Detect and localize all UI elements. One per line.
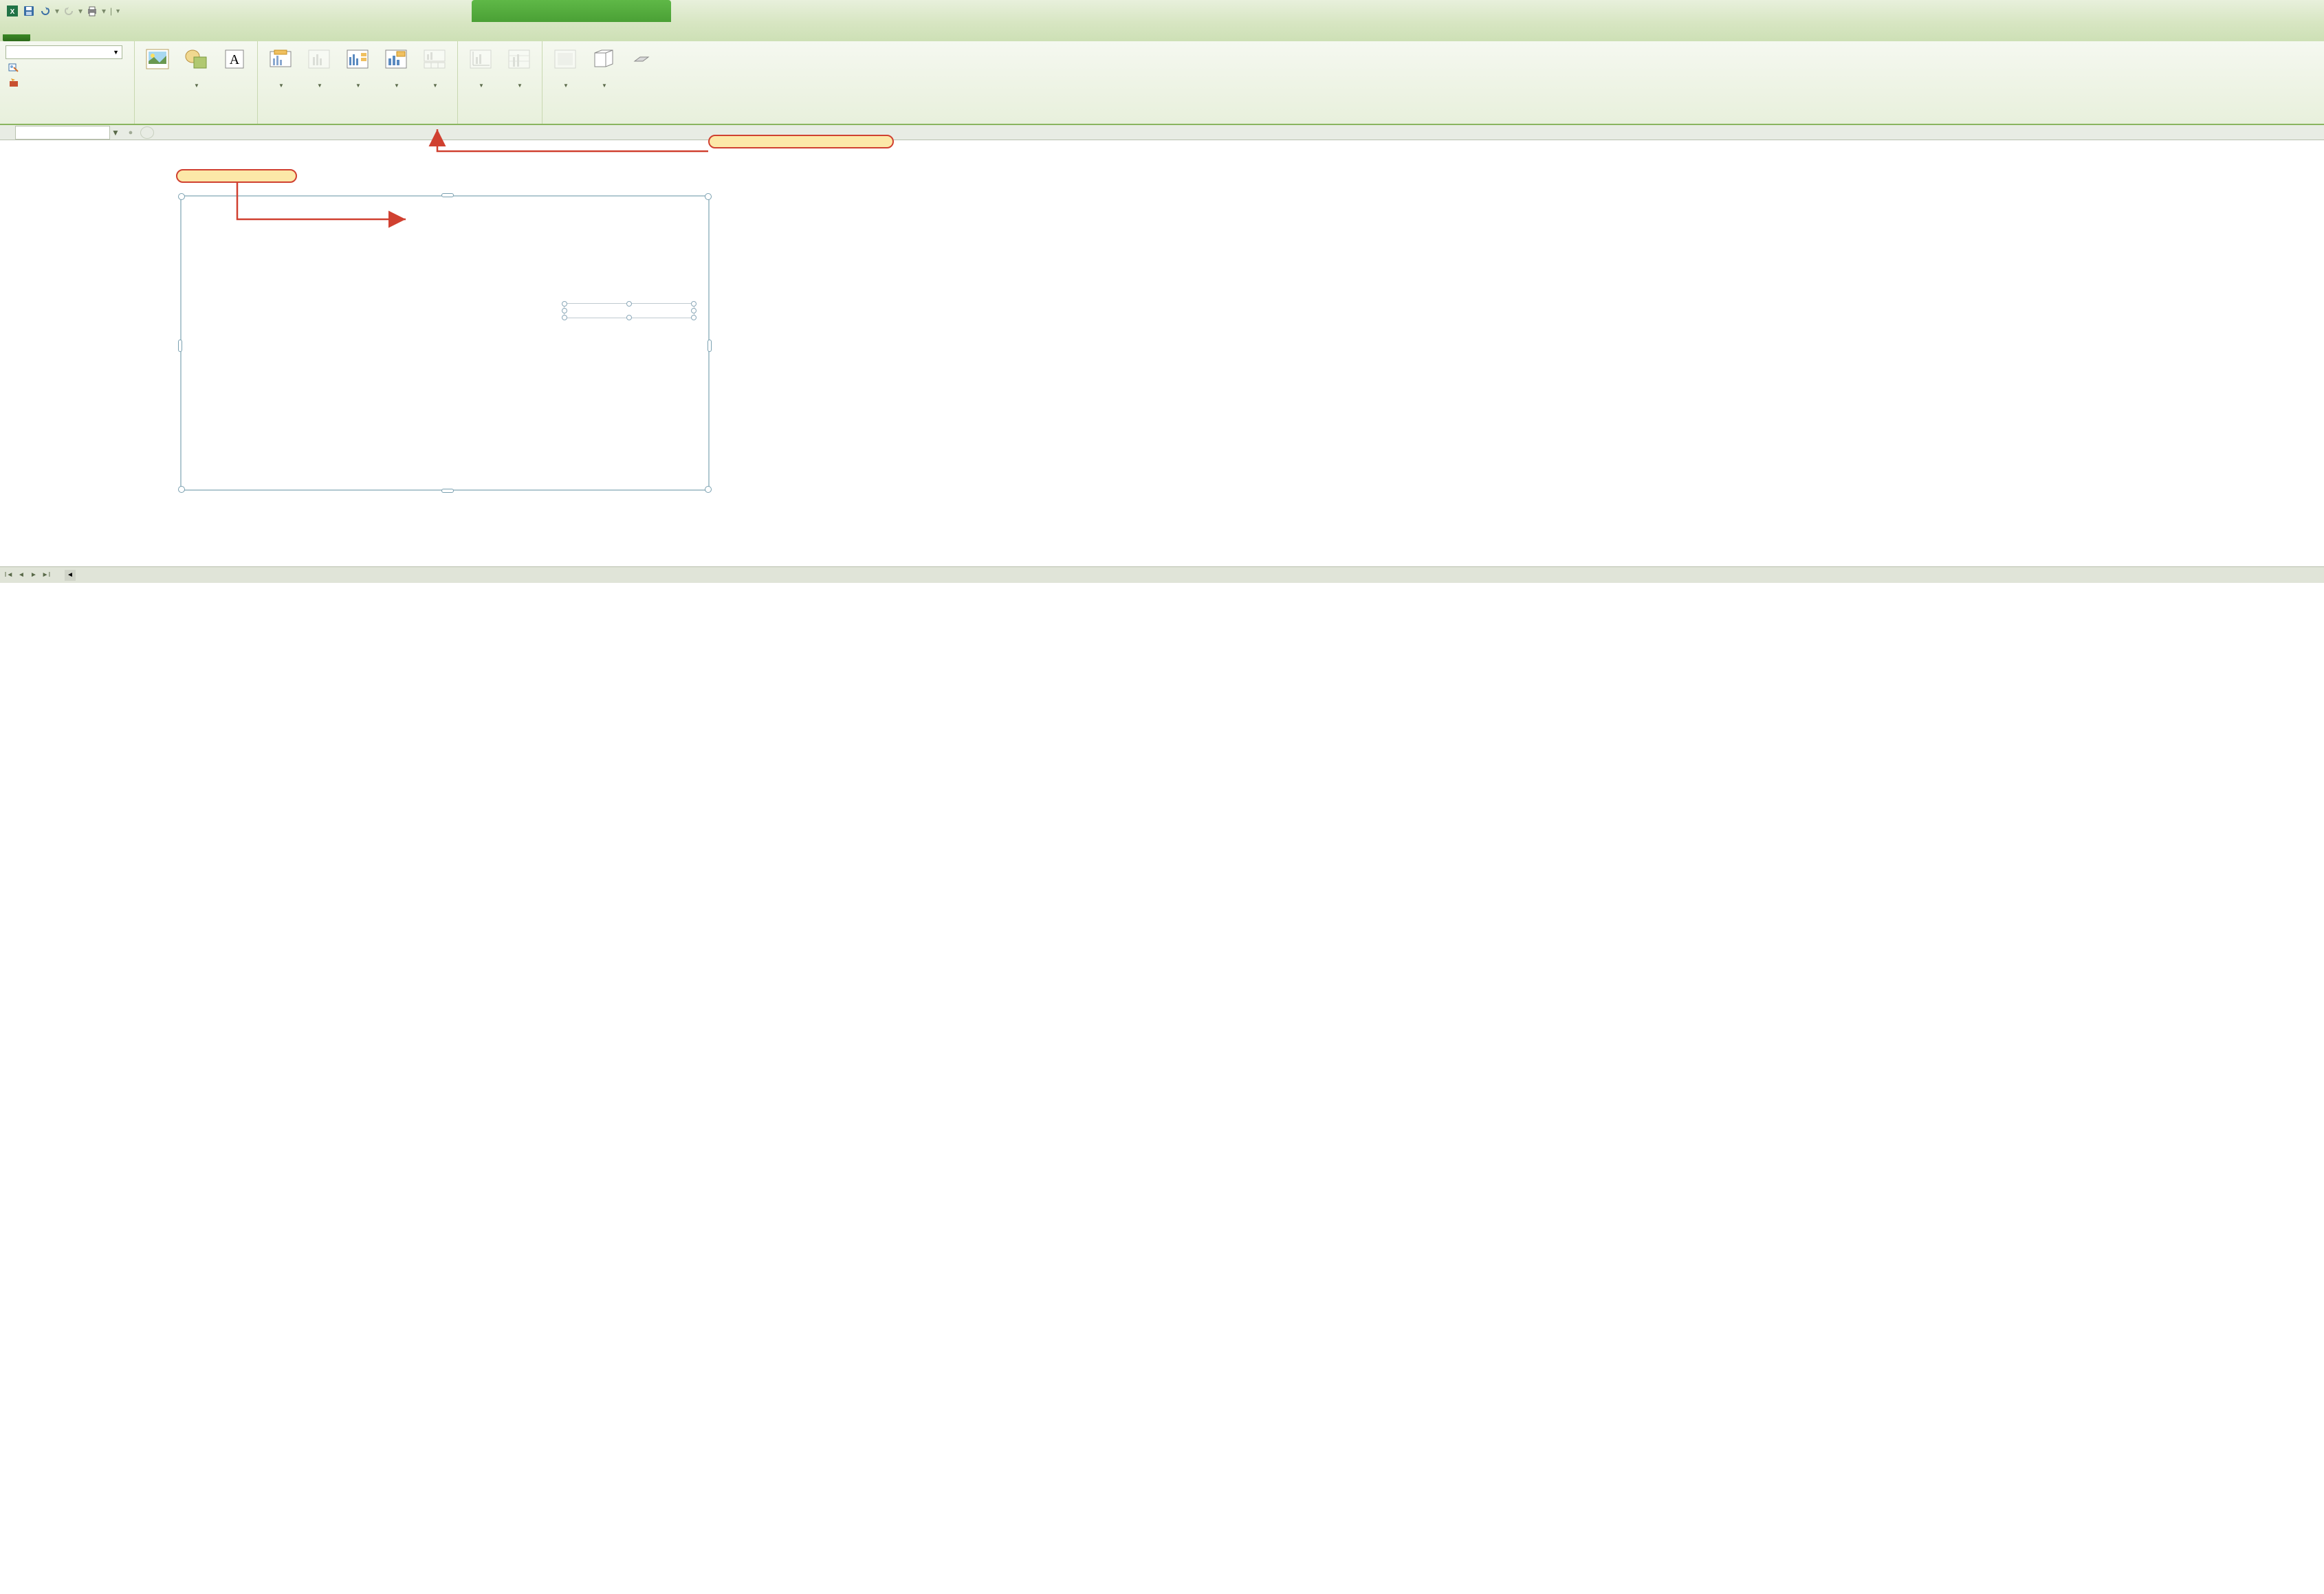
dropdown-arrow-icon: ▼ bbox=[317, 82, 322, 89]
picture-button[interactable] bbox=[140, 44, 175, 76]
resize-handle[interactable] bbox=[562, 315, 567, 320]
dropdown-arrow-icon: ▼ bbox=[113, 49, 119, 56]
qat-separator: ▾ bbox=[55, 6, 59, 16]
dropdown-arrow-icon: ▼ bbox=[563, 82, 569, 89]
resize-handle[interactable] bbox=[178, 486, 185, 493]
resize-handle[interactable] bbox=[705, 193, 712, 200]
save-icon[interactable] bbox=[22, 4, 36, 18]
axis-titles-button[interactable]: ▼ bbox=[302, 44, 336, 92]
format-selection-button[interactable] bbox=[6, 60, 129, 74]
dropdown-arrow-icon: ▼ bbox=[278, 82, 284, 89]
resize-handle[interactable] bbox=[441, 193, 454, 197]
file-tab[interactable] bbox=[3, 34, 30, 41]
ribbon-group-current-selection: ▼ bbox=[0, 41, 135, 124]
text-box-button[interactable]: A bbox=[217, 44, 252, 84]
plot-area-button[interactable]: ▼ bbox=[548, 44, 582, 92]
svg-text:X: X bbox=[10, 8, 15, 16]
group-label bbox=[463, 121, 536, 122]
worksheet-grid[interactable] bbox=[0, 140, 2324, 566]
group-label bbox=[263, 121, 452, 122]
sheet-nav: I◄ ◄ ► ►I bbox=[0, 569, 55, 582]
print-icon[interactable] bbox=[85, 4, 99, 18]
dropdown-arrow-icon: ▼ bbox=[432, 82, 438, 89]
qat-divider: | bbox=[110, 6, 112, 16]
group-label bbox=[6, 121, 129, 122]
axes-button[interactable]: ▼ bbox=[463, 44, 498, 92]
fx-button[interactable] bbox=[140, 126, 154, 139]
ribbon-tabs bbox=[0, 22, 2324, 41]
callout-add-labels bbox=[708, 135, 894, 148]
resize-handle[interactable] bbox=[562, 308, 567, 313]
legend-button[interactable]: ▼ bbox=[340, 44, 375, 92]
chart-tools-contextual-tab bbox=[472, 0, 671, 22]
excel-icon[interactable]: X bbox=[6, 4, 19, 18]
sheet-tabs-bar: I◄ ◄ ► ►I ◄ bbox=[0, 566, 2324, 583]
formula-bar: ▼ ● bbox=[0, 125, 2324, 140]
sheet-nav-last-icon[interactable]: ►I bbox=[40, 569, 52, 582]
chart-legend[interactable] bbox=[564, 303, 694, 318]
qat-separator: ▾ bbox=[78, 6, 83, 16]
resize-handle[interactable] bbox=[691, 308, 697, 313]
chart-object[interactable] bbox=[180, 195, 710, 491]
resize-handle[interactable] bbox=[441, 489, 454, 493]
sheet-nav-first-icon[interactable]: I◄ bbox=[3, 569, 15, 582]
qat-customize-icon[interactable]: ▼ bbox=[115, 8, 121, 14]
redo-icon[interactable] bbox=[62, 4, 76, 18]
sheet-nav-next-icon[interactable]: ► bbox=[28, 569, 40, 582]
chart-element-selector[interactable]: ▼ bbox=[6, 45, 122, 59]
data-labels-button[interactable]: ▼ bbox=[379, 44, 413, 92]
resize-handle[interactable] bbox=[626, 301, 632, 307]
resize-handle[interactable] bbox=[178, 193, 185, 200]
chart-floor-button[interactable] bbox=[625, 44, 658, 84]
titlebar: X ▾ ▾ ▾ | ▼ bbox=[0, 0, 2324, 22]
resize-handle[interactable] bbox=[691, 315, 697, 320]
ribbon-group-labels: ▼ ▼ ▼ ▼ ▼ bbox=[258, 41, 458, 124]
dropdown-arrow-icon: ▼ bbox=[479, 82, 484, 89]
chart-wall-button[interactable]: ▼ bbox=[587, 44, 621, 92]
name-box-dropdown-icon[interactable]: ▼ bbox=[110, 128, 121, 137]
reset-to-match-style-button[interactable] bbox=[6, 76, 129, 89]
ribbon-group-insert: ▼ A bbox=[135, 41, 258, 124]
sheet-nav-prev-icon[interactable]: ◄ bbox=[15, 569, 28, 582]
resize-handle[interactable] bbox=[626, 315, 632, 320]
resize-handle[interactable] bbox=[705, 486, 712, 493]
ribbon: ▼ ▼ A bbox=[0, 41, 2324, 125]
resize-handle[interactable] bbox=[708, 340, 712, 352]
cancel-icon[interactable]: ● bbox=[124, 126, 138, 139]
data-table-button[interactable]: ▼ bbox=[417, 44, 452, 92]
group-label bbox=[548, 121, 658, 122]
name-box[interactable] bbox=[15, 126, 110, 140]
svg-text:A: A bbox=[230, 52, 240, 67]
resize-handle[interactable] bbox=[562, 301, 567, 307]
ribbon-group-axes: ▼ ▼ bbox=[458, 41, 542, 124]
resize-handle[interactable] bbox=[691, 301, 697, 307]
ribbon-group-background: ▼ ▼ bbox=[542, 41, 664, 124]
callout-edit-title bbox=[176, 169, 297, 183]
dropdown-arrow-icon: ▼ bbox=[355, 82, 361, 89]
tab-scroll-icon[interactable]: ◄ bbox=[65, 570, 76, 581]
undo-icon[interactable] bbox=[39, 4, 52, 18]
dropdown-arrow-icon: ▼ bbox=[194, 82, 199, 89]
dropdown-arrow-icon: ▼ bbox=[602, 82, 607, 89]
resize-handle[interactable] bbox=[178, 340, 182, 352]
gridlines-button[interactable]: ▼ bbox=[502, 44, 536, 92]
shapes-button[interactable]: ▼ bbox=[179, 44, 213, 92]
dropdown-arrow-icon: ▼ bbox=[394, 82, 399, 89]
group-label bbox=[140, 121, 252, 122]
chart-plot-area[interactable] bbox=[195, 238, 567, 478]
qat-dropdown-icon[interactable]: ▾ bbox=[102, 6, 106, 16]
chart-title-button[interactable]: ▼ bbox=[263, 44, 298, 92]
quick-access-toolbar: X ▾ ▾ ▾ | ▼ bbox=[0, 4, 127, 18]
dropdown-arrow-icon: ▼ bbox=[517, 82, 523, 89]
